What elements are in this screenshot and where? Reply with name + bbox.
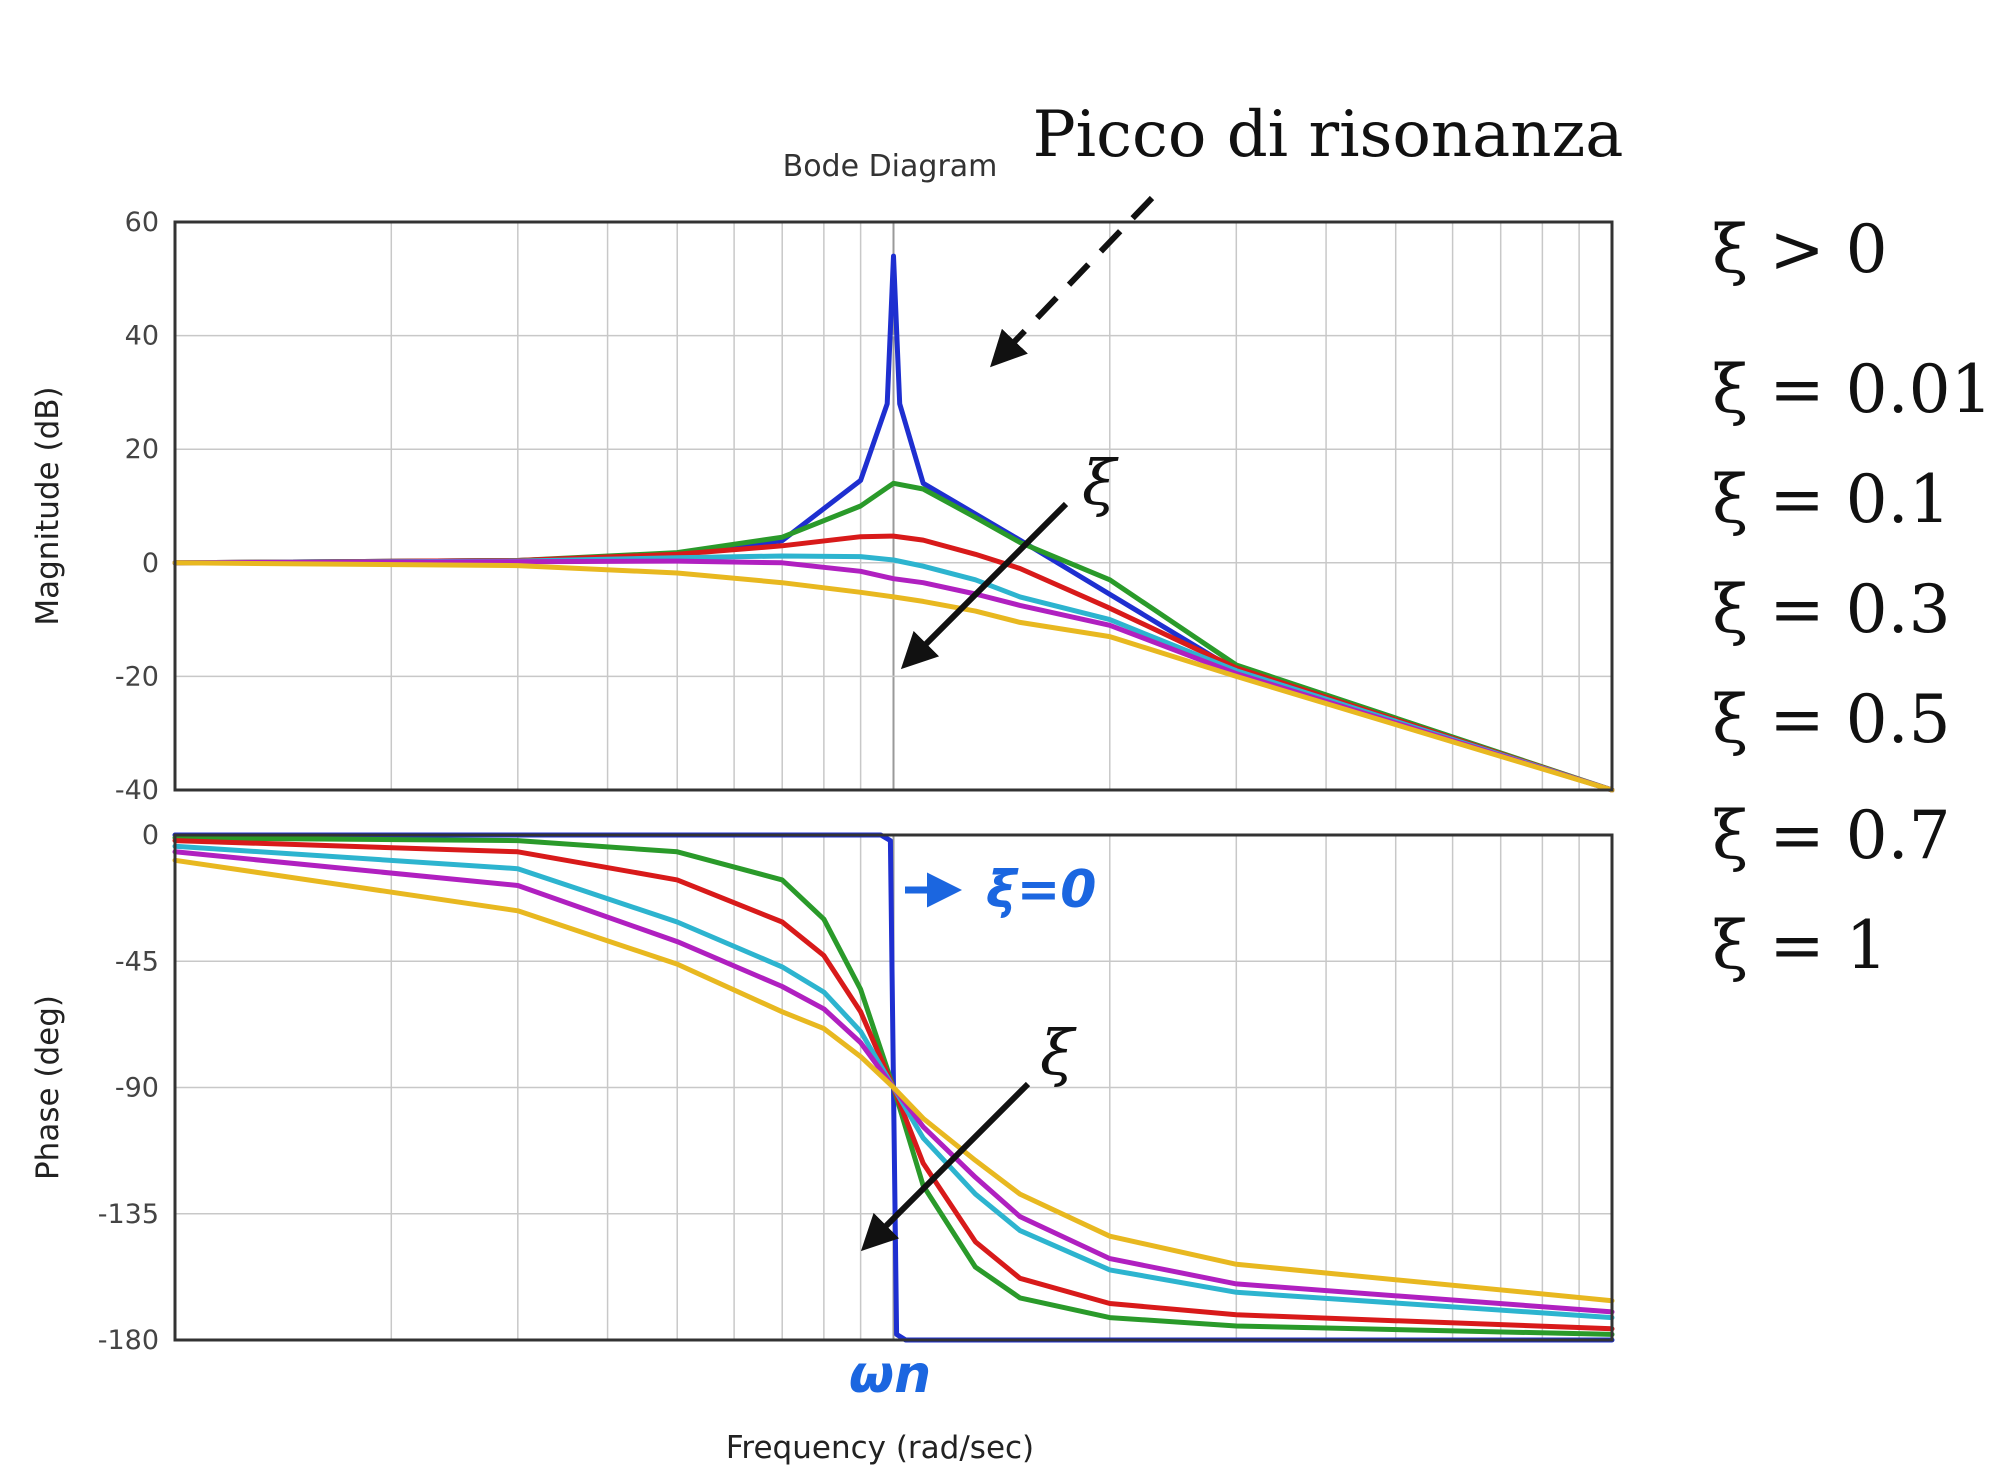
y-tick-label: -40 (115, 775, 159, 806)
resonance-peak-arrow (990, 195, 1155, 368)
mag-xi-arrow-label: ξ (1082, 446, 1119, 519)
y-tick-label: 40 (125, 321, 159, 352)
omega-n-label: ωn (849, 1345, 931, 1405)
phase-series (172, 832, 1615, 1343)
phase-panel: 0 -45 -90 -135 -180 Phase (deg) (30, 820, 1615, 1356)
y-tick-label: -135 (98, 1199, 159, 1230)
phase-xi-arrow-label: ξ (1040, 1016, 1077, 1089)
x-axis-label: Frequency (rad/sec) (726, 1430, 1034, 1466)
mag-series-line-3 (172, 553, 1615, 793)
resonance-peak-label: Picco di risonanza (1033, 98, 1624, 172)
legend-entry: ξ = 0.3 (1712, 571, 1951, 648)
magnitude-series (172, 253, 1615, 793)
magnitude-panel: 60 40 20 0 -20 -40 Magnitude (dB) (30, 207, 1615, 806)
mag-series-line-5 (172, 560, 1615, 793)
mag-series-line-2 (172, 533, 1615, 793)
phase-frame (173, 833, 1614, 1342)
magnitude-y-ticks: 60 40 20 0 -20 -40 (115, 207, 159, 806)
mag-series-line-4 (172, 558, 1615, 793)
ph-series-line-5 (172, 857, 1615, 1304)
phase-xi-arrow (860, 1081, 1031, 1252)
y-tick-label: 0 (142, 548, 159, 579)
legend-entry: ξ = 0.5 (1712, 681, 1951, 758)
legend-entry: ξ = 0.7 (1712, 797, 1951, 874)
y-tick-label: -90 (115, 1073, 159, 1104)
legend-entry: ξ > 0 (1712, 211, 1888, 288)
phase-y-ticks: 0 -45 -90 -135 -180 (98, 820, 159, 1356)
magnitude-y-axis-label: Magnitude (dB) (30, 386, 66, 625)
xi-zero-label: ξ=0 (986, 860, 1096, 920)
y-tick-label: -20 (115, 661, 159, 692)
phase-y-axis-label: Phase (deg) (30, 995, 66, 1180)
y-tick-label: -45 (115, 946, 159, 977)
legend-entry: ξ = 0.01 (1712, 351, 1993, 428)
y-tick-label: 60 (125, 207, 159, 238)
y-tick-label: 20 (125, 434, 159, 465)
y-tick-label: 0 (142, 820, 159, 851)
mag-xi-arrow (900, 501, 1069, 670)
damping-legend: ξ > 0 ξ = 0.01 ξ = 0.1 ξ = 0.3 ξ = 0.5 ξ = 0.… (1712, 211, 1993, 984)
legend-entry: ξ = 0.1 (1712, 461, 1951, 538)
y-tick-label: -180 (98, 1325, 159, 1356)
legend-entry: ξ = 1 (1712, 907, 1888, 984)
chart-title: Bode Diagram (783, 149, 998, 184)
magnitude-frame (173, 220, 1614, 792)
